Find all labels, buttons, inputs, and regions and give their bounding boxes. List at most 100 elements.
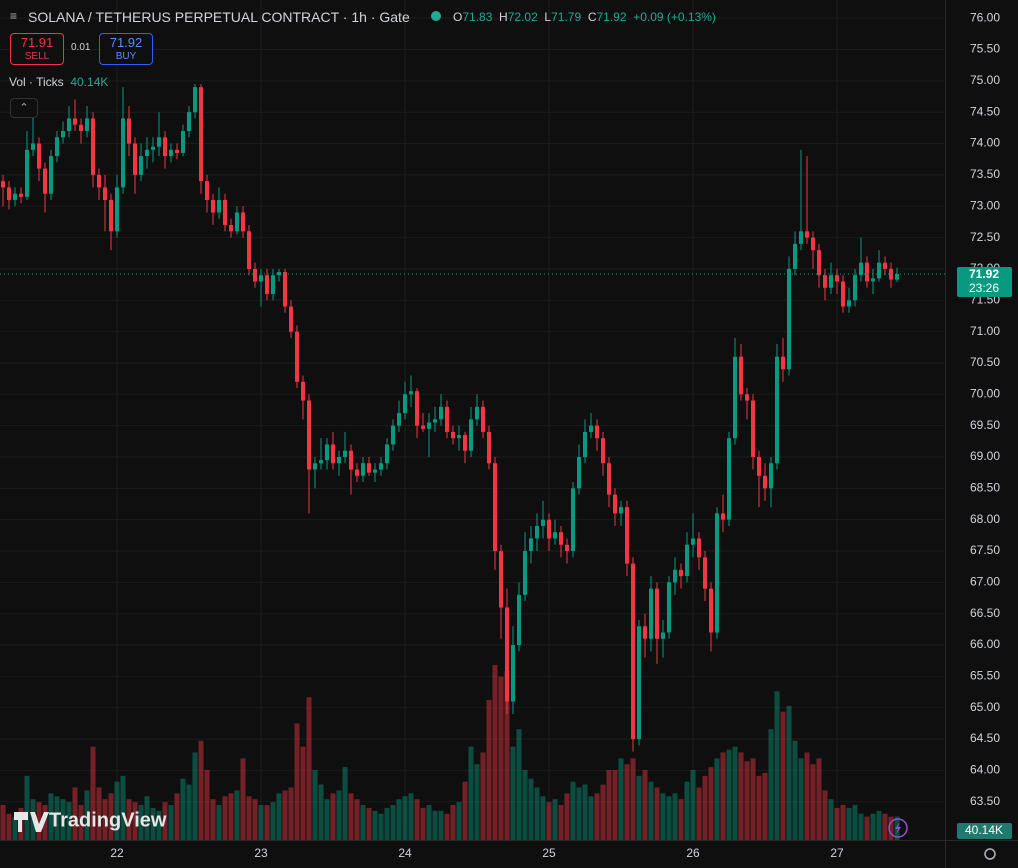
candle-body [745,394,749,401]
candle-body [577,456,581,489]
y-tick-label: 71.00 [970,324,1000,338]
volume-bar [216,805,222,840]
candle-body [859,262,863,276]
volume-bar [414,799,420,840]
volume-bar [162,802,168,840]
collapse-button[interactable]: ⌃ [10,98,38,118]
x-tick-label: 27 [830,846,844,860]
volume-bar [540,796,546,840]
volume-bar [876,810,882,840]
x-tick-label: 23 [254,846,268,860]
candle-body [751,400,755,457]
volume-bar [786,705,792,840]
volume-pane [0,665,900,840]
candle-body [451,431,455,439]
volume-bar [522,770,528,840]
candle-body [529,538,533,552]
candle-body [787,268,791,370]
lightning-button[interactable] [888,818,908,838]
candle-body [631,563,635,740]
candle-body [79,124,83,132]
candle-body [361,463,365,476]
buy-button[interactable]: 71.92 BUY [99,33,153,65]
candle-body [889,268,893,280]
candle-body [193,87,197,113]
volume-bar [516,729,522,840]
market-status-dot [431,11,441,21]
volume-tag [957,823,1012,839]
candle-body [559,532,563,545]
candle-body [325,444,329,461]
candle-body [199,87,203,182]
candle-body [475,406,479,420]
menu-icon[interactable]: ≡ [10,9,18,23]
symbol-title: SOLANA / TETHERUS PERPETUAL CONTRACT · 1… [28,9,410,25]
candle-body [181,131,185,153]
candle-body [217,199,221,213]
price-tag [957,266,1012,297]
volume-legend-label: Vol · Ticks [9,75,64,89]
logo-icon [14,812,49,832]
candle-body [187,112,191,132]
candle-body [739,356,743,395]
candle-body [379,463,383,470]
y-tick-label: 69.50 [970,418,1000,432]
candle-body [439,406,443,420]
candle-body [115,187,119,232]
volume-bar [90,746,96,840]
volume-bar [642,770,648,840]
candle-body [205,181,209,200]
volume-bar [120,775,126,840]
volume-bar [78,805,84,840]
candle-body [565,544,569,552]
candle-body [403,394,407,414]
volume-bar [726,749,732,840]
candle-body [733,356,737,439]
volume-bar [510,746,516,840]
volume-bar [186,784,192,840]
sell-button[interactable]: 71.91 SELL [10,33,64,65]
sell-price: 71.91 [20,35,54,50]
volume-bar [846,807,852,840]
y-tick-label: 65.50 [970,669,1000,683]
candle-body [253,268,257,282]
settings-button[interactable] [984,848,996,860]
candle-body [223,199,227,226]
volume-bar [258,805,264,840]
candle-body [523,551,527,595]
candle-body [67,118,71,132]
candle-body [685,544,689,577]
volume-bar [864,816,870,840]
volume-bar [384,807,390,840]
candle-body [367,463,371,473]
candle-body [619,507,623,514]
volume-bar [240,758,246,840]
y-tick-label: 76.00 [970,10,1000,24]
candle-body [667,582,671,633]
y-tick-label: 67.00 [970,575,1000,589]
candle-body [19,193,23,197]
volume-bar [630,758,636,840]
candle-body [289,306,293,332]
candle-body [1,181,5,188]
volume-bar [354,799,360,840]
volume-bar [294,723,300,840]
y-tick-label: 73.00 [970,198,1000,212]
volume-bar [72,787,78,840]
candle-body [805,231,809,238]
candle-body [49,156,53,194]
candle-body [457,435,461,439]
x-tick-label: 24 [398,846,412,860]
candle-body [241,212,245,232]
candle-body [547,519,551,539]
volume-bar [804,752,810,840]
volume-bar [750,758,756,840]
volume-bar [24,775,30,840]
volume-bar [192,752,198,840]
volume-bar [564,793,570,840]
volume-bar [174,793,180,840]
volume-bar [624,764,630,840]
candle-body [463,435,467,451]
volume-bar [144,796,150,840]
